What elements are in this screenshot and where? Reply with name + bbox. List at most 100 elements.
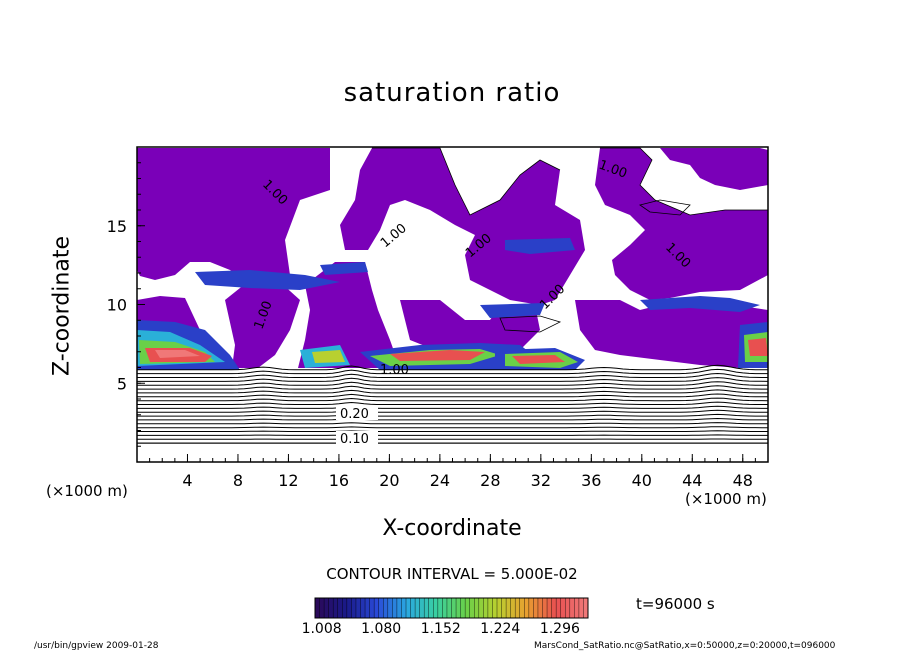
colorbar-segment <box>387 598 393 618</box>
colorbar-segment <box>569 598 575 618</box>
contour-line <box>137 372 768 378</box>
colorbar-segment <box>365 598 371 618</box>
x-tick-label-8: 8 <box>233 471 243 490</box>
footer-source: MarsCond_SatRatio.nc@SatRatio,x=0:50000,… <box>534 641 836 651</box>
colorbar-segment <box>515 598 521 618</box>
colorbar-segment <box>406 598 412 618</box>
colorbar-segment <box>369 598 375 618</box>
colorbar-segment <box>446 598 452 618</box>
contour-line <box>137 364 768 371</box>
x-axis: 4 8 12 16 20 24 28 32 36 40 44 48 <box>149 454 756 490</box>
colorbar-tick-label-1.080: 1.080 <box>361 621 402 637</box>
colorbar-segment <box>451 598 457 618</box>
saturated-region-right-mid <box>575 300 768 368</box>
colorbar-segment <box>460 598 466 618</box>
colorbar-segment <box>401 598 407 618</box>
blue-bands <box>195 238 760 318</box>
x-tick-label-40: 40 <box>632 471 652 490</box>
saturated-region-center-top <box>340 148 585 305</box>
contour-line <box>137 377 768 382</box>
saturated-region-left-upper <box>137 148 330 290</box>
x-tick-label-32: 32 <box>531 471 551 490</box>
colorbar-segment <box>337 598 343 618</box>
contour-lines <box>137 364 768 444</box>
colorbar-segment <box>433 598 439 618</box>
contour-label-0.20: 0.20 <box>340 407 369 422</box>
saturated-region-top-right-patch <box>660 148 768 190</box>
colorbar-segment <box>392 598 398 618</box>
contour-line <box>137 413 768 417</box>
colorbar-segment <box>583 598 589 618</box>
contour-line <box>137 426 768 429</box>
colorbar-segment <box>355 598 361 618</box>
contour-line <box>137 381 768 386</box>
contour-line <box>137 385 768 390</box>
colorbar-frame <box>314 597 589 619</box>
contour-line <box>137 409 768 413</box>
x-tick-label-16: 16 <box>329 471 349 490</box>
x-tick-label-28: 28 <box>480 471 500 490</box>
colorbar-segment <box>501 598 507 618</box>
contour-line <box>137 434 768 436</box>
saturated-region-col-16 <box>298 262 400 368</box>
saturated-region-right-upper <box>595 148 768 300</box>
warm-core-left-inner <box>155 350 200 358</box>
colorbar-segment <box>360 598 366 618</box>
colorbar-segment <box>497 598 503 618</box>
colorbar-tick-label-1.152: 1.152 <box>420 621 461 637</box>
x-tick-label-12: 12 <box>278 471 298 490</box>
plot-area <box>137 147 768 462</box>
colorbar-segment <box>456 598 462 618</box>
saturated-region <box>137 148 768 368</box>
colorbar-segment <box>424 598 430 618</box>
colorbar-segment <box>442 598 448 618</box>
colorbar-segment <box>474 598 480 618</box>
colorbar-segment <box>510 598 516 618</box>
x-unit-label-right: (×1000 m) <box>685 490 767 508</box>
colorbar-segment <box>378 598 384 618</box>
x-tick-label-20: 20 <box>379 471 399 490</box>
colorbar-segment <box>478 598 484 618</box>
colorbar-segment <box>346 598 352 618</box>
y-tick-label-5: 5 <box>117 374 127 393</box>
colorbar-segment <box>542 598 548 618</box>
time-label: t=96000 s <box>636 595 715 613</box>
contour-line <box>137 417 768 421</box>
x-tick-label-36: 36 <box>581 471 601 490</box>
blue-band-1 <box>195 270 340 290</box>
colorbar-segment <box>565 598 571 618</box>
colorbar-segment <box>396 598 402 618</box>
colorbar-segment <box>428 598 434 618</box>
x-tick-label-44: 44 <box>682 471 702 490</box>
colorbar-segment <box>333 598 339 618</box>
x-unit-label-left: (×1000 m) <box>46 482 128 500</box>
colorbar-segment <box>487 598 493 618</box>
x-tick-label-4: 4 <box>182 471 192 490</box>
blue-band-3 <box>640 296 760 312</box>
warm-core-right <box>748 338 768 356</box>
contour-label-1.00-a: 1.00 <box>380 363 409 378</box>
lower-layer-yellow-16 <box>312 350 345 363</box>
colorbar-segment <box>419 598 425 618</box>
contour-line <box>137 393 768 398</box>
colorbar-segment <box>410 598 416 618</box>
blue-band-2 <box>505 238 575 254</box>
colorbar-segment <box>342 598 348 618</box>
y-tick-label-10: 10 <box>107 296 127 315</box>
colorbar-segment <box>533 598 539 618</box>
blue-band-4 <box>480 303 545 318</box>
colorbar-segment <box>506 598 512 618</box>
contour-line <box>137 401 768 405</box>
colorbar-segment <box>319 598 325 618</box>
blue-band-5 <box>320 262 368 275</box>
colorbar-segment <box>492 598 498 618</box>
colorbar-segment <box>324 598 330 618</box>
colorbar-segment <box>469 598 475 618</box>
colorbar-segment <box>351 598 357 618</box>
chart-title: saturation ratio <box>343 78 561 108</box>
saturated-region-col-12 <box>225 280 300 368</box>
contour-line <box>137 397 768 402</box>
contour-label-0.10: 0.10 <box>340 432 369 447</box>
colorbar <box>314 597 589 619</box>
